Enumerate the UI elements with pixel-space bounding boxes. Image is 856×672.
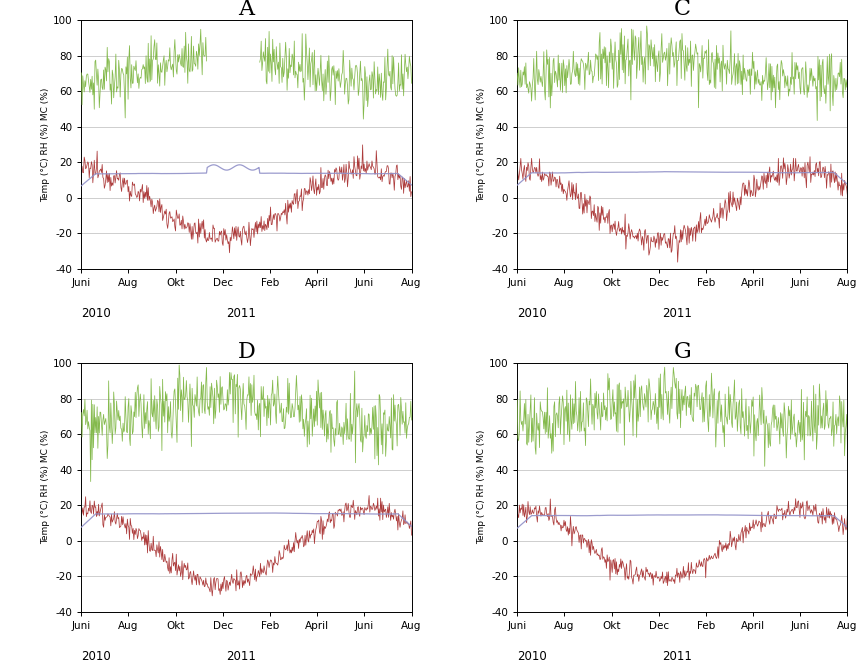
Title: A: A: [239, 0, 254, 20]
Title: G: G: [674, 341, 691, 363]
Y-axis label: Temp (°C) RH (%) MC (%): Temp (°C) RH (%) MC (%): [41, 430, 50, 544]
Title: C: C: [674, 0, 691, 20]
Text: 2010: 2010: [517, 650, 547, 663]
Y-axis label: Temp (°C) RH (%) MC (%): Temp (°C) RH (%) MC (%): [477, 430, 486, 544]
Text: 2011: 2011: [226, 650, 256, 663]
Text: 2010: 2010: [517, 307, 547, 320]
Text: 2010: 2010: [81, 307, 111, 320]
Y-axis label: Temp (°C) RH (%) MC (%): Temp (°C) RH (%) MC (%): [41, 87, 50, 202]
Text: 2011: 2011: [662, 307, 692, 320]
Text: 2011: 2011: [662, 650, 692, 663]
Y-axis label: Temp (°C) RH (%) MC (%): Temp (°C) RH (%) MC (%): [477, 87, 486, 202]
Text: 2010: 2010: [81, 650, 111, 663]
Text: 2011: 2011: [226, 307, 256, 320]
Title: D: D: [238, 341, 255, 363]
